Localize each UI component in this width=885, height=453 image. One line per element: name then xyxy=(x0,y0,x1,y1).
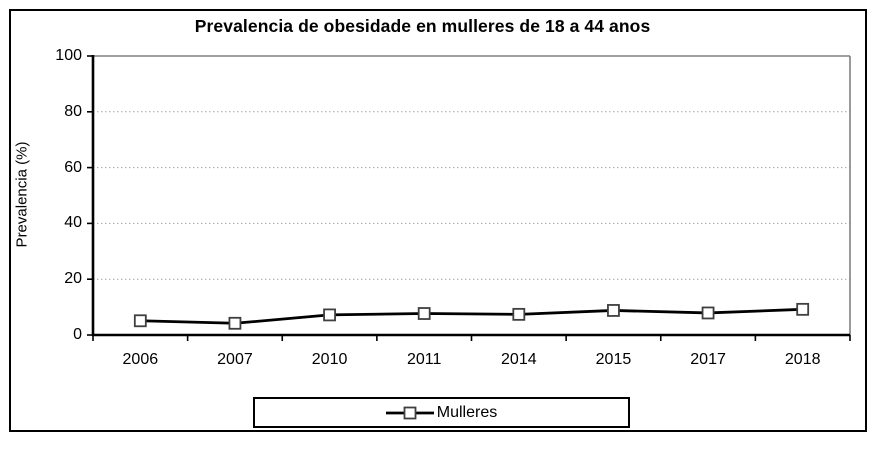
y-tick-label: 40 xyxy=(64,214,82,232)
data-point-marker xyxy=(228,316,242,330)
chart-title: Prevalencia de obesidade en mulleres de … xyxy=(194,16,651,36)
y-tick-label: 80 xyxy=(64,102,82,120)
x-tick-label: 2018 xyxy=(784,351,821,368)
legend-series-label: Mulleres xyxy=(436,403,498,421)
legend-marker-icon xyxy=(385,406,434,419)
x-tick-label: 2010 xyxy=(311,351,348,368)
x-tick-label: 2015 xyxy=(595,351,632,368)
y-tick-label: 100 xyxy=(55,47,82,64)
y-tick-label: 0 xyxy=(73,326,82,343)
x-tick-label: 2006 xyxy=(122,351,159,368)
legend-marker-square xyxy=(403,406,417,419)
data-point-marker xyxy=(323,308,336,322)
data-point-marker xyxy=(701,306,715,320)
data-point-marker xyxy=(417,307,431,320)
y-tick-label: 20 xyxy=(64,270,82,288)
data-point-marker xyxy=(796,302,810,316)
x-tick-label: 2017 xyxy=(690,351,726,368)
data-point-marker xyxy=(133,314,147,328)
x-tick-label: 2007 xyxy=(217,351,253,368)
x-tick-label: 2011 xyxy=(406,351,442,368)
data-point-marker xyxy=(607,304,620,317)
series-line xyxy=(140,307,803,325)
data-point-marker xyxy=(512,307,526,321)
legend-box: Mulleres xyxy=(253,397,630,428)
x-tick-label: 2014 xyxy=(501,351,537,368)
chart-outer-border xyxy=(9,9,867,432)
y-tick-label: 60 xyxy=(64,158,82,176)
